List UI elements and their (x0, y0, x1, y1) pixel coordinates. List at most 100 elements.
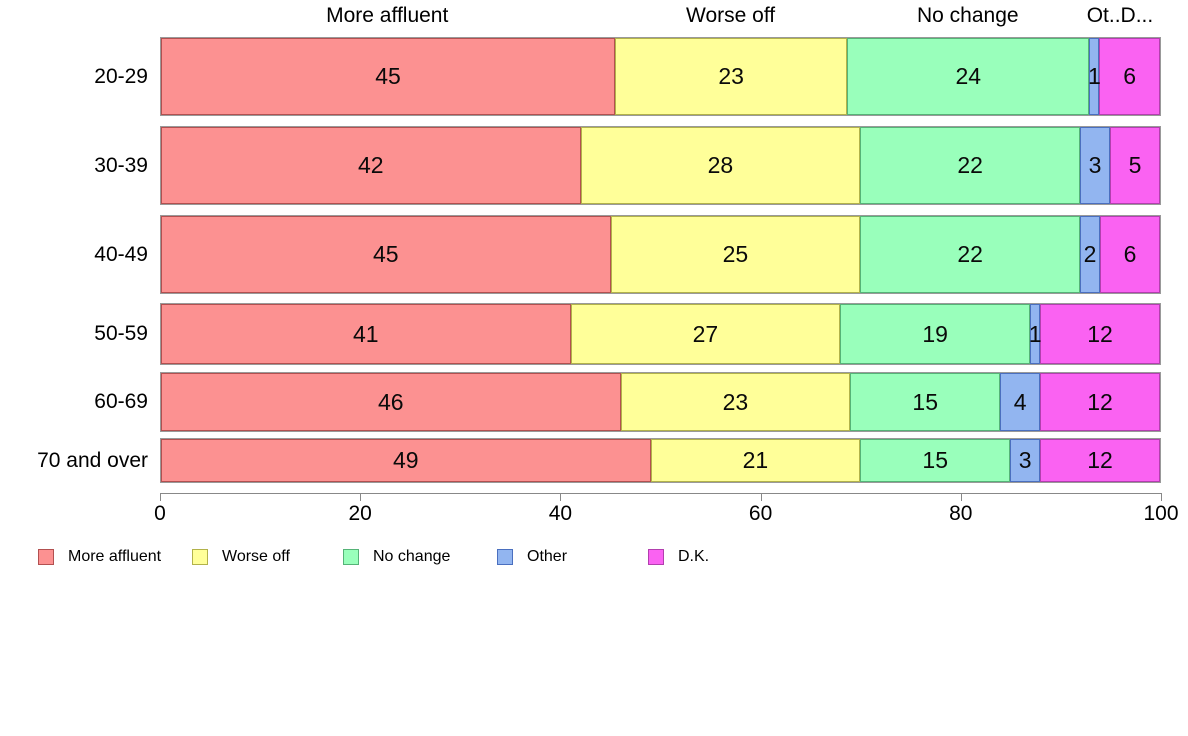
age-group-label: 60-69 (94, 390, 148, 413)
segment-value: 6 (1123, 241, 1137, 267)
bar-segment: 15 (850, 373, 1001, 431)
x-axis-tick-label: 60 (748, 502, 773, 525)
bar-segment: 22 (860, 127, 1081, 204)
legend-item: More affluent (38, 548, 161, 566)
segment-value: 3 (1018, 447, 1032, 473)
x-axis-tick-label: 0 (154, 502, 166, 525)
segment-value: 25 (722, 241, 749, 267)
bar-segment: 3 (1080, 127, 1111, 204)
legend-swatch (343, 549, 359, 565)
segment-value: 12 (1087, 320, 1113, 347)
x-axis-tick (1161, 494, 1162, 501)
legend-swatch (648, 549, 664, 565)
bar-row: 42 28 22 3 5 (160, 126, 1161, 205)
legend-swatch (192, 549, 208, 565)
bar-segment: 49 (161, 439, 651, 482)
legend-label: More affluent (68, 548, 162, 565)
segment-value: 15 (912, 388, 939, 415)
bar-segment: 25 (610, 216, 861, 293)
bar-segment: 12 (1040, 304, 1160, 364)
column-header: Worse off (686, 4, 776, 27)
bar-segment: 2 (1080, 216, 1101, 293)
legend-label: D.K. (678, 548, 710, 565)
segment-value: 21 (742, 447, 769, 473)
age-group-label: 20-29 (94, 64, 148, 88)
legend-swatch (38, 549, 54, 565)
segment-value: 2 (1083, 241, 1097, 267)
segment-value: 6 (1123, 63, 1137, 89)
segment-value: 12 (1087, 447, 1113, 473)
bar-row: 45 23 24 1 6 (160, 37, 1161, 116)
bar-segment: 6 (1100, 216, 1160, 293)
legend-item: Worse off (192, 548, 290, 566)
bar-segment: 12 (1040, 373, 1160, 431)
bar-segment: 23 (620, 373, 851, 431)
legend-swatch (497, 549, 513, 565)
bar-segment: 19 (840, 304, 1031, 364)
segment-value: 42 (357, 152, 384, 178)
segment-value: 24 (955, 63, 982, 89)
legend-item: Other (497, 548, 567, 566)
bar-segment: 15 (860, 439, 1011, 482)
bar-row: 45 25 22 2 6 (160, 215, 1161, 294)
bar-segment: 24 (847, 38, 1090, 115)
bar-segment: 41 (161, 304, 571, 364)
bar-segment: 42 (161, 127, 581, 204)
bar-row: 41 27 19 1 12 (160, 303, 1161, 365)
x-axis-tick (560, 494, 562, 501)
segment-value: 1 (1028, 320, 1042, 347)
segment-value: 5 (1128, 152, 1142, 178)
bar-segment: 45 (161, 38, 616, 115)
segment-value: 1 (1087, 63, 1101, 89)
x-axis-tick (760, 494, 762, 501)
segment-value: 46 (377, 388, 404, 415)
bar-segment: 5 (1110, 127, 1160, 204)
bar-segment: 46 (161, 373, 621, 431)
segment-value: 12 (1087, 388, 1113, 415)
bar-segment: 21 (650, 439, 861, 482)
legend-label: No change (373, 548, 451, 565)
bar-segment: 27 (570, 304, 841, 364)
bar-segment: 1 (1028, 304, 1042, 364)
segment-value: 23 (722, 388, 749, 415)
x-axis-tick-label: 100 (1143, 502, 1179, 525)
segment-value: 28 (707, 152, 734, 178)
age-group-label: 30-39 (94, 153, 148, 177)
segment-value: 22 (957, 152, 983, 178)
bar-segment: 3 (1010, 439, 1041, 482)
bar-segment: 22 (860, 216, 1081, 293)
x-axis-tick-label: 80 (949, 502, 973, 525)
segment-value: 49 (392, 447, 419, 473)
x-axis-tick (960, 494, 962, 501)
segment-value: 23 (718, 63, 744, 89)
segment-value: 45 (372, 241, 399, 267)
bar-segment: 6 (1099, 38, 1160, 115)
legend-label: Worse off (222, 548, 290, 565)
column-header: No change (917, 4, 1019, 27)
legend-label: Other (527, 548, 568, 565)
x-axis-tick (360, 494, 362, 501)
x-axis-line (160, 493, 1162, 494)
segment-value: 27 (692, 320, 719, 347)
segment-value: 45 (375, 63, 401, 89)
age-group-label: 50-59 (94, 322, 148, 345)
segment-value: 19 (922, 320, 948, 347)
bar-segment: 12 (1040, 439, 1160, 482)
x-axis-tick-label: 40 (548, 502, 573, 525)
age-group-label: 40-49 (94, 242, 148, 266)
bar-segment: 45 (161, 216, 611, 293)
x-axis-tick (160, 494, 161, 501)
age-group-label: 70 and over (37, 448, 148, 472)
column-header: More affluent (326, 4, 449, 27)
bar-row: 49 21 15 3 12 (160, 438, 1161, 483)
segment-value: 15 (922, 447, 948, 473)
segment-value: 3 (1088, 152, 1102, 178)
legend-item: No change (343, 548, 450, 566)
bar-row: 46 23 15 4 12 (160, 372, 1161, 432)
segment-value: 41 (352, 320, 379, 347)
bar-segment: 4 (1000, 373, 1041, 431)
bar-segment: 23 (615, 38, 848, 115)
x-axis-tick-label: 20 (348, 502, 372, 525)
segment-value: 4 (1013, 388, 1027, 415)
